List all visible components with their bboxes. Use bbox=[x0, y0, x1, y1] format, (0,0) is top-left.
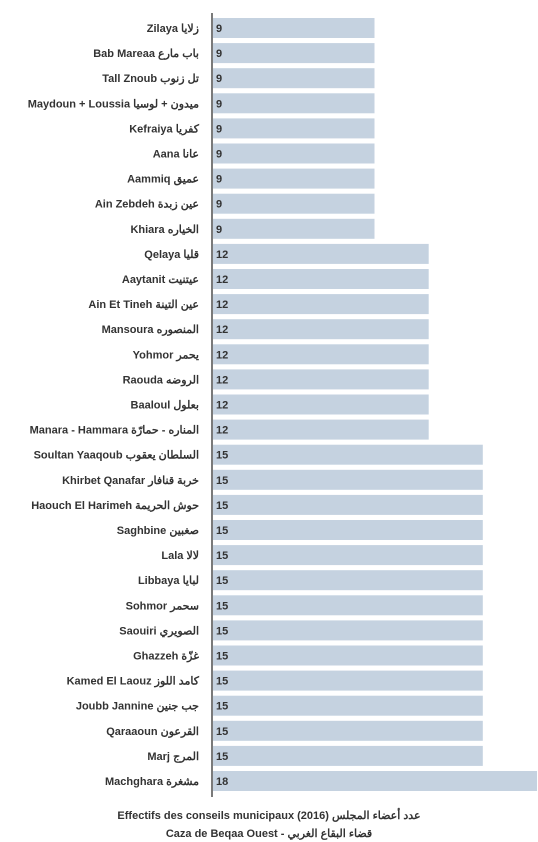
category-label: Saghbine صغبين bbox=[117, 525, 199, 537]
bar-value-label: 9 bbox=[216, 23, 222, 35]
category-label: Maydoun + Loussia ميدون + لوسيا bbox=[28, 98, 199, 110]
category-label: Khiara الخياره bbox=[130, 224, 199, 236]
bar bbox=[213, 369, 429, 390]
bar-value-label: 15 bbox=[216, 450, 228, 462]
bar-value-label: 9 bbox=[216, 224, 222, 236]
category-label: Qelaya قليا bbox=[144, 249, 199, 261]
category-label: Saouiri الصويري bbox=[119, 625, 199, 638]
category-label: Ain Et Tineh عين التينة bbox=[88, 299, 199, 311]
bar bbox=[213, 18, 375, 38]
bar-value-label: 15 bbox=[216, 676, 228, 688]
bar-value-label: 15 bbox=[216, 726, 228, 738]
category-label: Soultan Yaaqoub السلطان يعقوب bbox=[34, 450, 199, 462]
bar bbox=[213, 218, 375, 239]
category-label: Khirbet Qanafar خربة قنافار bbox=[62, 475, 199, 487]
bar-value-label: 15 bbox=[216, 475, 228, 487]
category-label: Haouch El Harimeh حوش الحريمة bbox=[31, 500, 199, 512]
bar-value-label: 9 bbox=[216, 73, 222, 85]
bar-value-label: 12 bbox=[216, 274, 228, 286]
bar-value-label: 15 bbox=[216, 600, 228, 612]
bar-value-label: 12 bbox=[216, 400, 228, 412]
bar bbox=[213, 670, 483, 691]
category-label: Mansoura المنصوره bbox=[102, 324, 199, 336]
bar-value-label: 9 bbox=[216, 48, 222, 60]
category-label: Aammiq عميق bbox=[127, 174, 199, 186]
bar-value-label: 12 bbox=[216, 249, 228, 261]
bar bbox=[213, 294, 429, 315]
bar-value-label: 12 bbox=[216, 425, 228, 437]
bar-value-label: 9 bbox=[216, 149, 222, 161]
bar bbox=[213, 243, 429, 264]
bar-value-label: 9 bbox=[216, 98, 222, 110]
bar-value-label: 15 bbox=[216, 701, 228, 713]
chart-caption-line1: Effectifs des conseils municipaux (2016)… bbox=[117, 810, 421, 822]
bar bbox=[213, 394, 429, 415]
category-label: Machghara مشغرة bbox=[105, 776, 199, 788]
bar bbox=[213, 570, 483, 591]
bar-value-label: 15 bbox=[216, 500, 228, 512]
bar bbox=[213, 43, 375, 64]
bar-value-label: 15 bbox=[216, 550, 228, 562]
bar bbox=[213, 771, 537, 791]
category-label: Lala لالا bbox=[161, 550, 199, 562]
category-label: Baaloul بعلول bbox=[131, 400, 199, 412]
category-label: Qaraaoun القرعون bbox=[106, 726, 199, 738]
category-label: Marj المرج bbox=[147, 751, 199, 763]
bar-value-label: 9 bbox=[216, 199, 222, 211]
bar-value-label: 18 bbox=[216, 776, 228, 788]
bar-value-label: 9 bbox=[216, 123, 222, 135]
bar bbox=[213, 68, 375, 89]
bar bbox=[213, 143, 375, 164]
bar-value-label: 15 bbox=[216, 575, 228, 587]
bar bbox=[213, 520, 483, 540]
category-label: Libbaya لبايا bbox=[138, 575, 199, 587]
bar bbox=[213, 494, 483, 515]
bar bbox=[213, 545, 483, 566]
bar-value-label: 12 bbox=[216, 374, 228, 386]
bar bbox=[213, 319, 429, 340]
bar bbox=[213, 193, 375, 214]
category-label: Ghazzeh غزّة bbox=[133, 651, 199, 663]
category-label: Raouda الروضه bbox=[123, 374, 199, 386]
bar-value-label: 15 bbox=[216, 625, 228, 637]
category-label: Ain Zebdeh عين زبدة bbox=[95, 199, 199, 211]
bar-value-label: 9 bbox=[216, 174, 222, 186]
category-label: Aaytanit عيتنيت bbox=[122, 274, 199, 286]
bar bbox=[213, 118, 375, 139]
bar bbox=[213, 344, 429, 365]
category-label: Manara - Hammara المناره - حمارّة bbox=[30, 425, 199, 437]
category-label: Yohmor يحمر bbox=[133, 349, 199, 361]
bar bbox=[213, 444, 483, 465]
bar-value-label: 15 bbox=[216, 525, 228, 537]
bar bbox=[213, 269, 429, 289]
category-label: Aana عانا bbox=[153, 149, 199, 161]
bar bbox=[213, 168, 375, 189]
bar-value-label: 12 bbox=[216, 324, 228, 336]
bar bbox=[213, 720, 483, 741]
bar bbox=[213, 620, 483, 641]
bar bbox=[213, 419, 429, 440]
category-label: Kefraiya كفريا bbox=[129, 123, 200, 135]
bar bbox=[213, 469, 483, 490]
category-label: Joubb Jannine جب جنين bbox=[76, 701, 199, 713]
bar-value-label: 15 bbox=[216, 651, 228, 663]
bar-value-label: 12 bbox=[216, 349, 228, 361]
bar-value-label: 12 bbox=[216, 299, 228, 311]
category-label: Bab Mareaa باب مارع bbox=[93, 48, 199, 60]
chart-caption-line2: Caza de Beqaa Ouest - قضاء البقاع الغربي bbox=[165, 828, 373, 840]
category-label: Kamed El Laouz كامد اللوز bbox=[67, 676, 200, 688]
bar bbox=[213, 745, 483, 766]
bar bbox=[213, 695, 483, 716]
bar bbox=[213, 645, 483, 666]
bar bbox=[213, 93, 375, 114]
category-label: Tall Znoub تل زنوب bbox=[102, 73, 199, 85]
category-label: Sohmor سحمر bbox=[126, 600, 199, 612]
category-label: Zilaya زلايا bbox=[147, 23, 199, 35]
bar bbox=[213, 595, 483, 616]
bar-value-label: 15 bbox=[216, 751, 228, 763]
